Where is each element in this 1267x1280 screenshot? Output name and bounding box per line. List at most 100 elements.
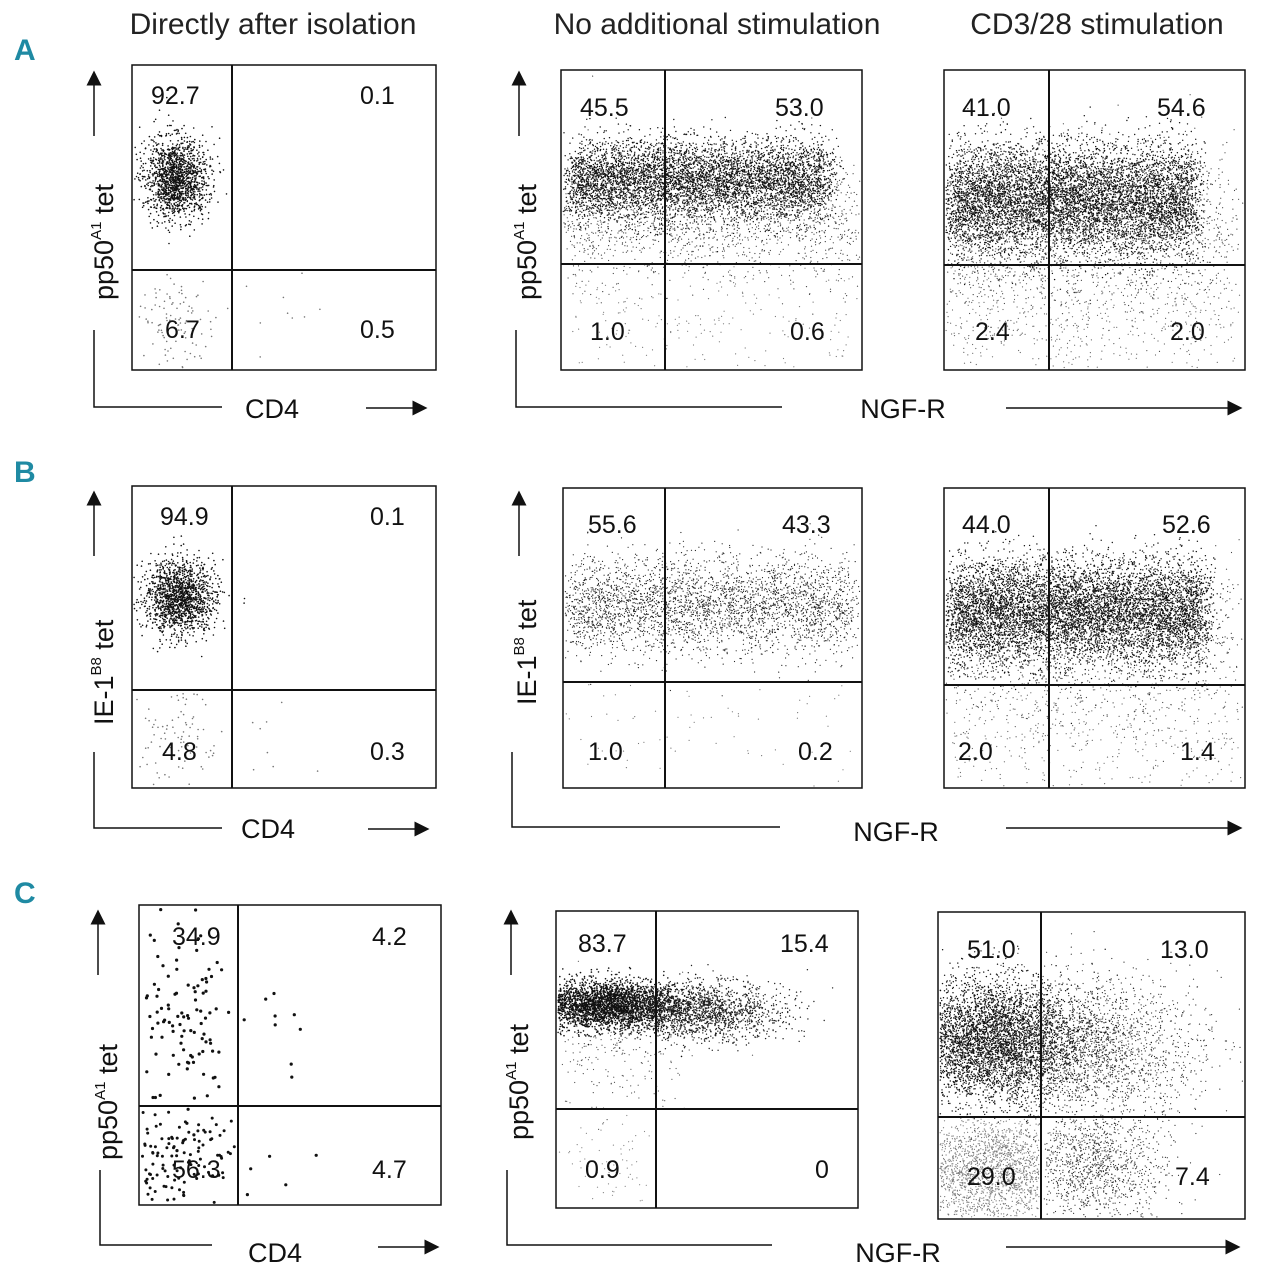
event-dot bbox=[692, 152, 693, 153]
event-dot bbox=[162, 160, 164, 162]
event-dot bbox=[627, 171, 628, 172]
event-dot bbox=[149, 170, 151, 172]
event-dot bbox=[733, 233, 734, 234]
event-dot bbox=[772, 198, 773, 199]
event-dot bbox=[166, 190, 168, 192]
event-dot bbox=[163, 161, 165, 163]
event-dot bbox=[634, 152, 635, 153]
event-dot bbox=[166, 204, 168, 206]
event-dot bbox=[624, 170, 625, 171]
event-dot bbox=[774, 205, 775, 206]
event-dot bbox=[178, 211, 180, 213]
event-dot bbox=[190, 185, 192, 187]
event-dot bbox=[568, 225, 569, 226]
event-dot bbox=[621, 168, 622, 169]
event-dot bbox=[612, 150, 613, 151]
event-dot bbox=[588, 200, 589, 201]
event-dot bbox=[592, 172, 593, 173]
event-dot bbox=[219, 163, 221, 165]
event-dot bbox=[190, 191, 192, 193]
event-dot bbox=[182, 191, 184, 193]
event-dot bbox=[731, 188, 732, 189]
event-dot bbox=[210, 329, 212, 331]
event-dot bbox=[210, 158, 212, 160]
event-dot bbox=[705, 187, 706, 188]
event-dot bbox=[799, 219, 800, 220]
event-dot bbox=[160, 168, 162, 170]
event-dot bbox=[172, 163, 174, 165]
event-dot bbox=[180, 226, 182, 228]
event-dot bbox=[581, 134, 582, 135]
event-dot bbox=[177, 148, 179, 150]
event-dot bbox=[192, 155, 194, 157]
event-dot bbox=[592, 213, 593, 214]
event-dot bbox=[607, 195, 608, 196]
event-dot bbox=[706, 157, 707, 158]
event-dot bbox=[600, 164, 601, 165]
event-dot bbox=[725, 182, 726, 183]
event-dot bbox=[606, 130, 607, 131]
event-dot bbox=[813, 206, 814, 207]
event-dot bbox=[187, 171, 189, 173]
event-dot bbox=[161, 136, 163, 138]
event-dot bbox=[174, 190, 176, 192]
event-dot bbox=[168, 230, 170, 232]
event-dot bbox=[152, 180, 154, 182]
event-dot bbox=[596, 175, 597, 176]
event-dot bbox=[814, 163, 815, 164]
event-dot bbox=[155, 297, 157, 299]
event-dot bbox=[157, 225, 159, 227]
event-dot bbox=[260, 322, 262, 324]
event-dot bbox=[152, 153, 154, 155]
event-dot bbox=[733, 166, 734, 167]
event-dot bbox=[205, 346, 207, 348]
event-dot bbox=[804, 155, 805, 156]
event-dot bbox=[769, 176, 770, 177]
event-dot bbox=[246, 286, 248, 288]
event-dot bbox=[161, 176, 163, 178]
event-dot bbox=[799, 197, 800, 198]
event-dot bbox=[596, 198, 597, 199]
event-dot bbox=[176, 308, 178, 310]
event-dot bbox=[749, 163, 750, 164]
event-dot bbox=[716, 165, 717, 166]
event-dot bbox=[695, 210, 696, 211]
event-dot bbox=[621, 163, 622, 164]
event-dot bbox=[766, 150, 767, 151]
event-dot bbox=[761, 202, 762, 203]
event-dot bbox=[780, 185, 781, 186]
event-dot bbox=[603, 132, 604, 133]
event-dot bbox=[150, 213, 152, 215]
event-dot bbox=[163, 151, 165, 153]
event-dot bbox=[152, 343, 154, 345]
event-dot bbox=[150, 186, 152, 188]
event-dot bbox=[176, 145, 178, 147]
event-dot bbox=[199, 146, 201, 148]
event-dot bbox=[160, 207, 162, 209]
event-dot bbox=[608, 168, 609, 169]
event-dot bbox=[811, 124, 812, 125]
event-dot bbox=[170, 167, 172, 169]
event-dot bbox=[188, 158, 190, 160]
event-dot bbox=[167, 188, 169, 190]
event-dot bbox=[199, 175, 201, 177]
event-dot bbox=[141, 165, 143, 167]
event-dot bbox=[597, 179, 598, 180]
event-dot bbox=[708, 190, 709, 191]
event-dot bbox=[631, 151, 632, 152]
event-dot bbox=[167, 360, 169, 362]
event-dot bbox=[147, 170, 149, 172]
event-dot bbox=[172, 120, 174, 122]
event-dot bbox=[181, 160, 183, 162]
event-dot bbox=[179, 205, 181, 207]
event-dot bbox=[769, 230, 770, 231]
event-dot bbox=[577, 209, 578, 210]
event-dot bbox=[172, 174, 174, 176]
event-dot bbox=[746, 189, 747, 190]
event-dot bbox=[799, 172, 800, 173]
event-dot bbox=[694, 153, 695, 154]
event-dot bbox=[806, 227, 807, 228]
event-dot bbox=[180, 155, 182, 157]
event-dot bbox=[199, 162, 201, 164]
event-dot bbox=[177, 178, 179, 180]
